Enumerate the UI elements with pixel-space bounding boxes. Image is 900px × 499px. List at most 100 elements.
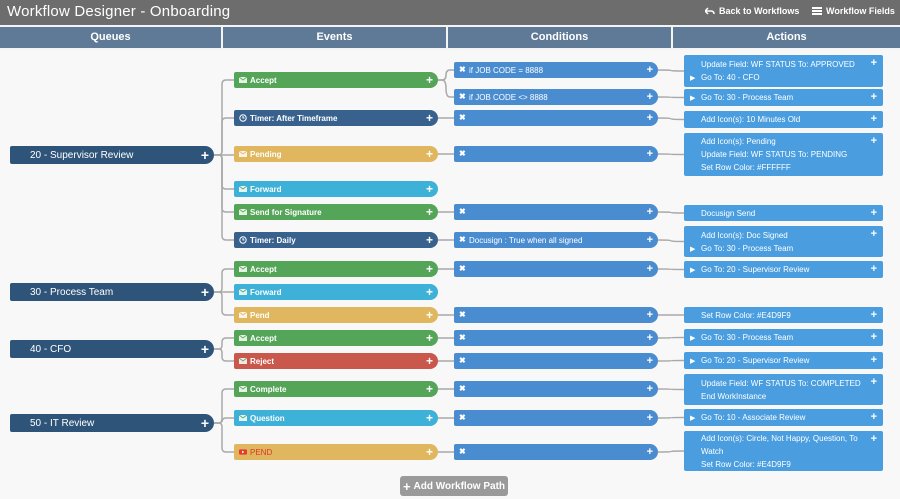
add-event-icon[interactable]: + (200, 147, 209, 163)
queue-node[interactable]: 50 - IT Review + (10, 414, 214, 432)
action-node[interactable]: Update Field: WF STATUS To: COMPLETED End… (684, 374, 883, 405)
event-node[interactable]: Reject + (234, 353, 438, 369)
add-action-icon[interactable]: + (646, 148, 653, 160)
action-node[interactable]: Add Icon(s): Circle, Not Happy, Question… (684, 431, 883, 471)
add-action-icon[interactable]: + (646, 446, 653, 458)
action-node[interactable]: Add Icon(s): Doc Signed ▶ Go To: 30 - Proc… (684, 226, 883, 257)
remove-condition-icon[interactable]: ✖ (459, 113, 466, 122)
add-action-item-icon[interactable]: + (870, 433, 877, 445)
queue-node[interactable]: 40 - CFO + (10, 340, 214, 358)
add-condition-icon[interactable]: + (425, 111, 433, 125)
add-event-icon[interactable]: + (200, 415, 209, 431)
remove-condition-icon[interactable]: ✖ (459, 384, 466, 393)
add-action-item-icon[interactable]: + (870, 91, 877, 103)
event-node[interactable]: Question + (234, 410, 438, 426)
condition-node[interactable]: ✖ + (454, 204, 658, 220)
add-action-icon[interactable]: + (646, 234, 653, 246)
add-condition-icon[interactable]: + (425, 73, 433, 87)
event-node[interactable]: Accept + (234, 72, 438, 88)
add-condition-icon[interactable]: + (425, 382, 433, 396)
remove-condition-icon[interactable]: ✖ (459, 264, 466, 273)
condition-node[interactable]: ✖ + (454, 353, 658, 369)
action-node[interactable]: ▶ Go To: 10 - Associate Review + (684, 409, 883, 426)
add-action-icon[interactable]: + (646, 91, 653, 103)
add-condition-icon[interactable]: + (425, 331, 433, 345)
remove-condition-icon[interactable]: ✖ (459, 310, 466, 319)
add-condition-icon[interactable]: + (425, 182, 433, 196)
action-node[interactable]: ▶ Go To: 30 - Process Team + (684, 329, 883, 346)
event-node[interactable]: Forward + (234, 284, 438, 300)
condition-node[interactable]: ✖ + (454, 330, 658, 346)
add-action-icon[interactable]: + (646, 332, 653, 344)
event-node[interactable]: Send for Signature + (234, 204, 438, 220)
event-node[interactable]: Timer: After Timeframe + (234, 110, 438, 126)
add-action-item-icon[interactable]: + (870, 113, 877, 125)
add-action-item-icon[interactable]: + (870, 228, 877, 240)
remove-condition-icon[interactable]: ✖ (459, 235, 466, 244)
remove-condition-icon[interactable]: ✖ (459, 333, 466, 342)
add-condition-icon[interactable]: + (425, 354, 433, 368)
add-condition-icon[interactable]: + (425, 262, 433, 276)
queue-node[interactable]: 20 - Supervisor Review + (10, 146, 214, 164)
event-node[interactable]: Timer: Daily + (234, 232, 438, 248)
condition-node[interactable]: ✖ + (454, 110, 658, 126)
condition-node[interactable]: ✖ if JOB CODE = 8888 + (454, 62, 658, 78)
event-node[interactable]: Forward + (234, 181, 438, 197)
event-node[interactable]: PEND + (234, 444, 438, 460)
add-condition-icon[interactable]: + (425, 411, 433, 425)
add-action-item-icon[interactable]: + (870, 309, 877, 321)
add-action-item-icon[interactable]: + (870, 135, 877, 147)
condition-node[interactable]: ✖ if JOB CODE <> 8888 + (454, 89, 658, 105)
event-node[interactable]: Pend + (234, 307, 438, 323)
event-node[interactable]: Complete + (234, 381, 438, 397)
remove-condition-icon[interactable]: ✖ (459, 356, 466, 365)
remove-condition-icon[interactable]: ✖ (459, 149, 466, 158)
add-action-icon[interactable]: + (646, 263, 653, 275)
condition-node[interactable]: ✖ + (454, 261, 658, 277)
event-node[interactable]: Accept + (234, 330, 438, 346)
add-action-icon[interactable]: + (646, 383, 653, 395)
remove-condition-icon[interactable]: ✖ (459, 65, 466, 74)
add-action-item-icon[interactable]: + (870, 207, 877, 219)
add-action-item-icon[interactable]: + (870, 411, 877, 423)
condition-node[interactable]: ✖ + (454, 410, 658, 426)
add-action-item-icon[interactable]: + (870, 331, 877, 343)
action-node[interactable]: ▶ Go To: 30 - Process Team + (684, 89, 883, 106)
add-action-item-icon[interactable]: + (870, 354, 877, 366)
condition-node[interactable]: ✖ + (454, 381, 658, 397)
add-event-icon[interactable]: + (200, 284, 209, 300)
remove-condition-icon[interactable]: ✖ (459, 413, 466, 422)
event-node[interactable]: Pending + (234, 146, 438, 162)
back-to-workflows-button[interactable]: Back to Workflows (705, 6, 799, 16)
add-action-icon[interactable]: + (646, 355, 653, 367)
condition-node[interactable]: ✖ + (454, 307, 658, 323)
add-action-icon[interactable]: + (646, 206, 653, 218)
add-action-item-icon[interactable]: + (870, 57, 877, 69)
action-node[interactable]: ▶ Go To: 20 - Supervisor Review + (684, 352, 883, 369)
add-action-item-icon[interactable]: + (870, 263, 877, 275)
action-node[interactable]: ▶ Go To: 20 - Supervisor Review + (684, 261, 883, 278)
add-condition-icon[interactable]: + (425, 205, 433, 219)
condition-node[interactable]: ✖ Docusign : True when all signed + (454, 232, 658, 248)
action-node[interactable]: Docusign Send + (684, 205, 883, 221)
condition-node[interactable]: ✖ + (454, 146, 658, 162)
remove-condition-icon[interactable]: ✖ (459, 447, 466, 456)
add-condition-icon[interactable]: + (425, 285, 433, 299)
add-action-icon[interactable]: + (646, 112, 653, 124)
add-condition-icon[interactable]: + (425, 445, 433, 459)
add-condition-icon[interactable]: + (425, 233, 433, 247)
action-node[interactable]: Add Icon(s): 10 Minutes Old + (684, 111, 883, 128)
add-action-icon[interactable]: + (646, 309, 653, 321)
add-condition-icon[interactable]: + (425, 308, 433, 322)
action-node[interactable]: Set Row Color: #E4D9F9 + (684, 307, 883, 323)
add-action-icon[interactable]: + (646, 412, 653, 424)
add-event-icon[interactable]: + (200, 341, 209, 357)
queue-node[interactable]: 30 - Process Team + (10, 283, 214, 301)
add-action-item-icon[interactable]: + (870, 376, 877, 388)
workflow-fields-button[interactable]: Workflow Fields (812, 6, 895, 16)
remove-condition-icon[interactable]: ✖ (459, 207, 466, 216)
remove-condition-icon[interactable]: ✖ (459, 92, 466, 101)
add-workflow-path-button[interactable]: + Add Workflow Path (400, 476, 508, 496)
add-action-icon[interactable]: + (646, 64, 653, 76)
action-node[interactable]: Update Field: WF STATUS To: APPROVED ▶ Go … (684, 55, 883, 87)
